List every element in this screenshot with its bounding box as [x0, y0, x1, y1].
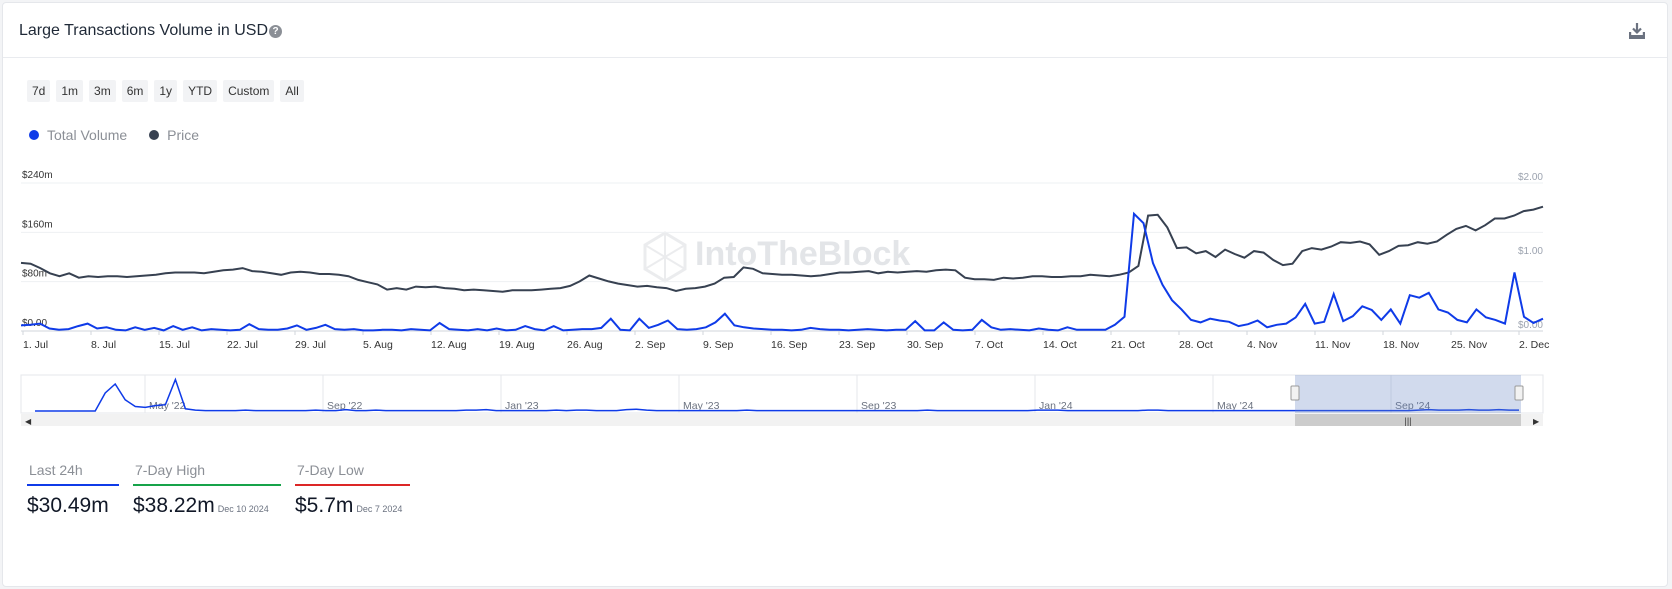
navigator-selection	[1295, 375, 1521, 413]
range-1m-button[interactable]: 1m	[56, 80, 84, 102]
x-tick-label: 18. Nov	[1383, 339, 1420, 351]
stat-value: $5.7m Dec 7 2024	[295, 494, 403, 517]
download-icon[interactable]	[1627, 21, 1647, 41]
navigator-tick-label: Sep '23	[861, 400, 896, 412]
stat-7day-high: 7-Day High $38.22m Dec 10 2024	[133, 458, 281, 518]
stat-7day-low: 7-Day Low $5.7m Dec 7 2024	[295, 458, 410, 518]
y-left-tick-label: $0.00	[22, 318, 47, 329]
x-tick-label: 8. Jul	[91, 339, 116, 351]
x-tick-label: 11. Nov	[1315, 339, 1351, 351]
x-tick-label: 5. Aug	[363, 339, 393, 351]
y-left-tick-label: $240m	[22, 170, 53, 181]
x-tick-label: 30. Sep	[907, 339, 943, 351]
y-right-tick-label: $1.00	[1518, 246, 1543, 257]
scrollbar-thumb[interactable]	[1295, 414, 1521, 426]
navigator-tick-label: May '23	[683, 400, 720, 412]
stat-date: Dec 10 2024	[217, 504, 269, 514]
navigator-tick-label: Sep '24	[1395, 400, 1430, 412]
x-tick-label: 2. Dec	[1519, 339, 1549, 351]
navigator-tick-label: May '22	[149, 400, 186, 412]
range-selector: 7d 1m 3m 6m 1y YTD Custom All	[27, 80, 304, 102]
y-right-tick-label: $2.00	[1518, 172, 1543, 183]
scroll-left-arrow-icon[interactable]: ◀	[25, 417, 32, 426]
x-tick-label: 15. Jul	[159, 339, 190, 351]
stat-value: $38.22m Dec 10 2024	[133, 494, 269, 517]
legend-total-volume[interactable]: Total Volume	[29, 127, 127, 143]
range-1y-button[interactable]: 1y	[154, 80, 178, 102]
x-tick-label: 21. Oct	[1111, 339, 1145, 351]
x-tick-label: 12. Aug	[431, 339, 467, 351]
x-tick-label: 19. Aug	[499, 339, 535, 351]
stat-value: $30.49m	[27, 494, 109, 517]
legend-dot-icon	[149, 130, 160, 140]
x-tick-label: 2. Sep	[635, 339, 666, 351]
chart-title: Large Transactions Volume in USD	[19, 22, 269, 39]
x-tick-label: 28. Oct	[1179, 339, 1213, 351]
x-tick-label: 25. Nov	[1451, 339, 1488, 351]
x-tick-label: 22. Jul	[227, 339, 258, 351]
range-ytd-button[interactable]: YTD	[183, 80, 218, 102]
navigator-area	[20, 374, 1544, 414]
navigator-tick-label: Jan '23	[505, 400, 539, 412]
stat-label: Last 24h	[27, 458, 119, 486]
range-all-button[interactable]: All	[280, 80, 304, 102]
navigator-series-line	[35, 377, 1519, 412]
x-tick-label: 29. Jul	[295, 339, 326, 351]
navigator-tick-label: Jan '24	[1039, 400, 1073, 412]
x-tick-label: 23. Sep	[839, 339, 875, 351]
x-tick-label: 9. Sep	[703, 339, 734, 351]
x-tick-label: 14. Oct	[1043, 339, 1077, 351]
stat-label: 7-Day Low	[295, 458, 410, 486]
watermark: IntoTheBlock	[643, 231, 910, 283]
x-tick-label: 7. Oct	[975, 339, 1003, 351]
range-7d-button[interactable]: 7d	[27, 80, 51, 102]
navigator-tick-label: Sep '22	[327, 400, 362, 412]
legend-price[interactable]: Price	[149, 127, 199, 143]
range-3m-button[interactable]: 3m	[89, 80, 116, 102]
x-tick-label: 1. Jul	[23, 339, 48, 351]
x-tick-label: 26. Aug	[567, 339, 603, 351]
legend-dot-icon	[29, 130, 39, 140]
price-series-line[interactable]	[20, 205, 1544, 293]
x-tick-label: 4. Nov	[1247, 339, 1278, 351]
navigator-tick-label: May '24	[1217, 400, 1254, 412]
scrollbar-grip-icon: |||	[1404, 416, 1411, 426]
main-chart[interactable]: IntoTheBlock $0.00 $80m $160m $240m $0.00 $1.…	[3, 3, 1667, 443]
y-right-tick-label: $0.00	[1518, 320, 1543, 331]
range-custom-button[interactable]: Custom	[223, 80, 275, 102]
legend-label: Total Volume	[47, 127, 128, 143]
volume-series-line[interactable]	[20, 211, 1544, 332]
card-header: Large Transactions Volume in USD ?	[3, 3, 1667, 58]
watermark-text: IntoTheBlock	[695, 235, 910, 273]
question-circle-icon[interactable]: ?	[269, 25, 282, 38]
range-6m-button[interactable]: 6m	[121, 80, 149, 102]
stat-date: Dec 7 2024	[356, 504, 403, 514]
scroll-right-arrow-icon[interactable]: ▶	[1533, 417, 1540, 426]
navigator-handle[interactable]	[1290, 385, 1300, 401]
y-left-tick-label: $80m	[22, 269, 47, 280]
legend-label: Price	[167, 127, 200, 143]
x-tick-label: 16. Sep	[771, 339, 807, 351]
stat-last-24h: Last 24h $30.49m	[27, 458, 119, 518]
navigator-handle[interactable]	[1514, 385, 1524, 401]
chart-legend: Total Volume Price	[29, 127, 199, 143]
y-left-tick-label: $160m	[22, 219, 53, 230]
scrollbar-track	[21, 414, 1543, 426]
stat-label: 7-Day High	[133, 458, 281, 486]
stats-row: Last 24h $30.49m 7-Day High $38.22m Dec 1…	[27, 458, 410, 518]
